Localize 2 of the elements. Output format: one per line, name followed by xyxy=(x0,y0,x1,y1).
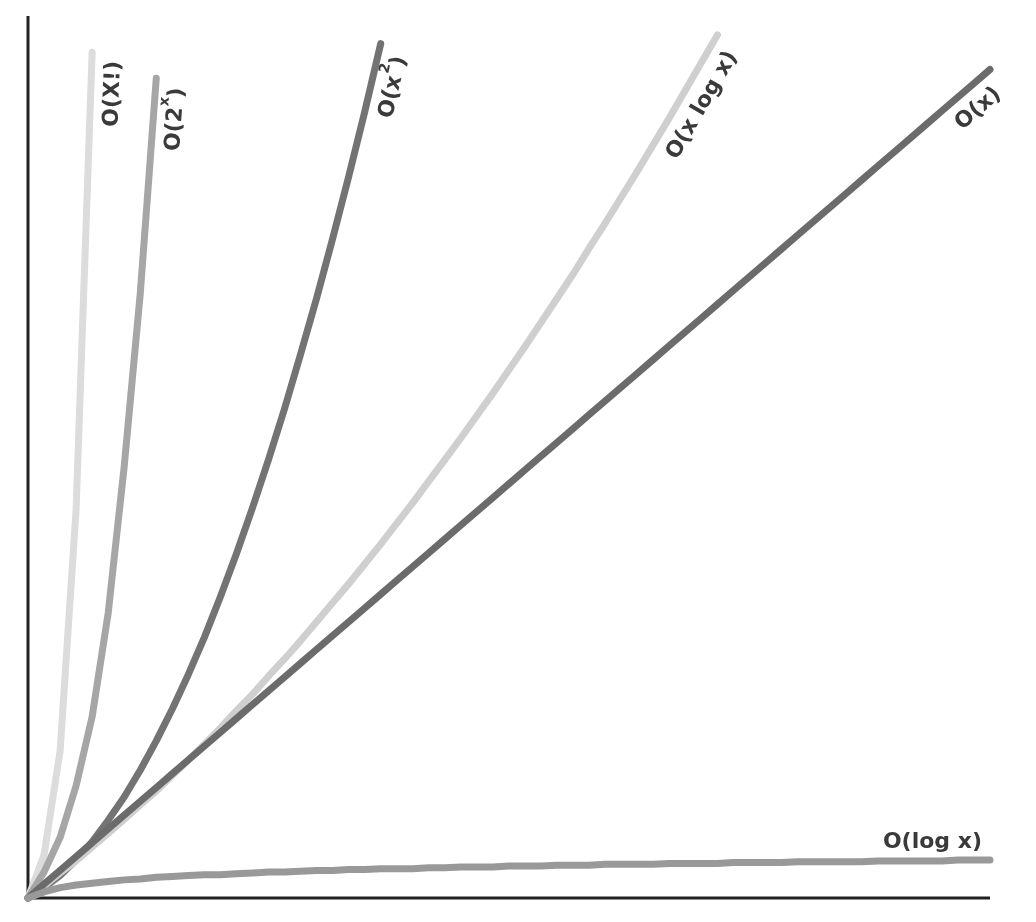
series-label: O(log x) xyxy=(882,828,982,854)
text: O(X!) xyxy=(97,60,125,128)
